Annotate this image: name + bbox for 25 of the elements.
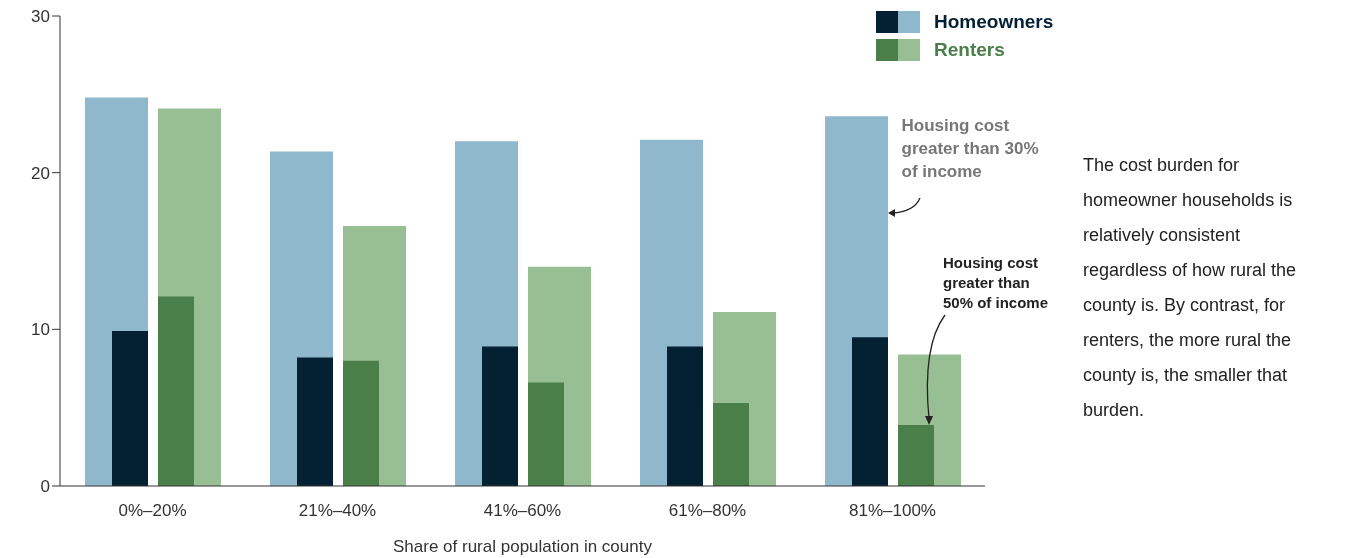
bar xyxy=(158,296,194,486)
y-tick-label: 30 xyxy=(31,7,50,27)
legend-label: Renters xyxy=(934,39,1005,61)
y-tick-label: 10 xyxy=(31,320,50,340)
annotation: Housing cost greater than 50% of income xyxy=(943,253,1050,313)
annotation: Housing cost greater than 30% of income xyxy=(901,115,1040,184)
y-tick-label: 0 xyxy=(40,477,50,497)
x-tick-label: 41%–60% xyxy=(483,501,562,521)
x-tick-label: 61%–80% xyxy=(668,501,747,521)
x-tick-label: 21%–40% xyxy=(298,501,377,521)
bar xyxy=(713,402,749,486)
text: The cost burden for homeowner households is relatively consistent regardless of how rural the county is. By contrast, for renters, the more rural the county is, the smaller that burden. xyxy=(1083,154,1298,422)
bar xyxy=(852,337,888,486)
x-axis-title: Share of rural population in county xyxy=(393,537,653,556)
bar xyxy=(667,346,703,486)
x-tick-label: 0%–20% xyxy=(118,501,187,521)
x-tick-label: 81%–100% xyxy=(849,501,936,521)
legend-label: Homeowners xyxy=(934,11,1054,33)
y-tick-label: 20 xyxy=(31,163,50,183)
bar xyxy=(297,357,333,486)
bar xyxy=(112,330,148,486)
bar xyxy=(528,382,564,486)
bar xyxy=(343,360,379,486)
bar xyxy=(898,424,934,486)
bar xyxy=(482,346,518,486)
